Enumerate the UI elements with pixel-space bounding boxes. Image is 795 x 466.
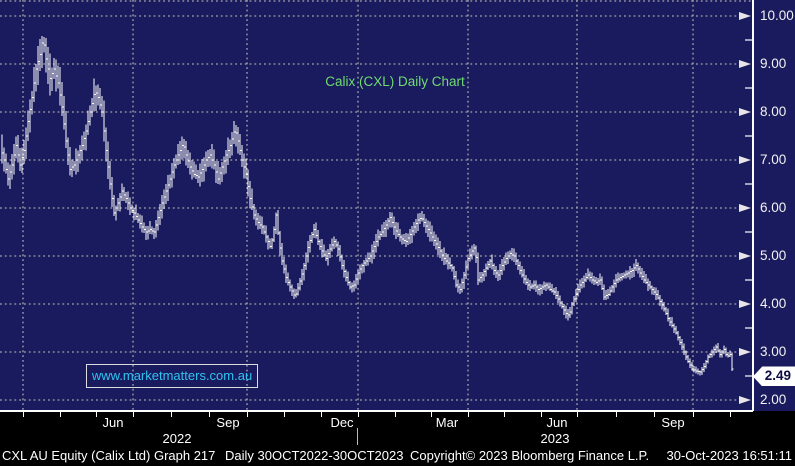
status-security: CXL AU Equity (Calix Ltd) Graph 217 bbox=[2, 448, 216, 463]
status-period: Daily 30OCT2022-30OCT2023 bbox=[225, 448, 404, 463]
month-tick bbox=[60, 412, 61, 417]
chart-title: Calix (CXL) Daily Chart bbox=[325, 74, 465, 89]
y-axis-label: 4.00 bbox=[760, 296, 787, 311]
price-axis: 10.00 9.00 8.00 7.00 6.00 5.00 4.00 3.00 2.00 bbox=[752, 0, 795, 411]
month-tick bbox=[468, 412, 469, 417]
month-tick bbox=[171, 412, 172, 417]
month-label: Jun bbox=[546, 415, 568, 430]
y-axis-label: 7.00 bbox=[760, 152, 787, 167]
month-tick bbox=[133, 412, 134, 417]
last-price-tag: 2.49 bbox=[753, 366, 795, 387]
month-tick bbox=[504, 412, 505, 417]
month-tick bbox=[247, 412, 248, 417]
month-tick bbox=[395, 412, 396, 417]
y-axis-label: 8.00 bbox=[760, 104, 787, 119]
time-axis-line bbox=[0, 410, 753, 412]
year-divider-tick bbox=[357, 428, 358, 445]
month-tick bbox=[23, 412, 24, 417]
status-copyright: Copyright© 2023 Bloomberg Finance L.P. bbox=[410, 448, 650, 463]
status-bar: CXL AU Equity (Calix Ltd) Graph 217 Dail… bbox=[0, 446, 795, 466]
y-axis-label: 3.00 bbox=[760, 344, 787, 359]
month-label: Jun bbox=[102, 415, 124, 430]
y-axis-label: 5.00 bbox=[760, 248, 787, 263]
chart-plot-area: Calix (CXL) Daily Chart www.marketmatter… bbox=[0, 0, 752, 411]
month-tick bbox=[693, 412, 694, 417]
month-tick bbox=[730, 412, 731, 417]
y-axis-label: 2.00 bbox=[760, 392, 787, 407]
month-tick bbox=[321, 412, 322, 417]
month-label: Dec bbox=[330, 415, 354, 430]
y-axis-label: 9.00 bbox=[760, 56, 787, 71]
month-label: Mar bbox=[435, 415, 459, 430]
month-tick bbox=[577, 412, 578, 417]
month-tick bbox=[431, 412, 432, 417]
watermark-link: www.marketmatters.com.au bbox=[91, 368, 253, 383]
month-label: Sep bbox=[661, 415, 685, 430]
price-chart-canvas bbox=[0, 0, 752, 410]
y-axis-label: 6.00 bbox=[760, 200, 787, 215]
month-label: Sep bbox=[216, 415, 240, 430]
year-label: 2022 bbox=[162, 431, 192, 446]
watermark-box: www.marketmatters.com.au bbox=[86, 364, 258, 388]
month-tick bbox=[654, 412, 655, 417]
month-tick bbox=[541, 412, 542, 417]
month-tick bbox=[358, 412, 359, 417]
y-axis-label: 10.00 bbox=[760, 8, 794, 23]
month-tick bbox=[616, 412, 617, 417]
year-label: 2023 bbox=[540, 431, 570, 446]
month-tick bbox=[96, 412, 97, 417]
month-tick bbox=[284, 412, 285, 417]
month-tick bbox=[209, 412, 210, 417]
status-datetime: 30-Oct-2023 16:51:11 bbox=[666, 448, 792, 463]
